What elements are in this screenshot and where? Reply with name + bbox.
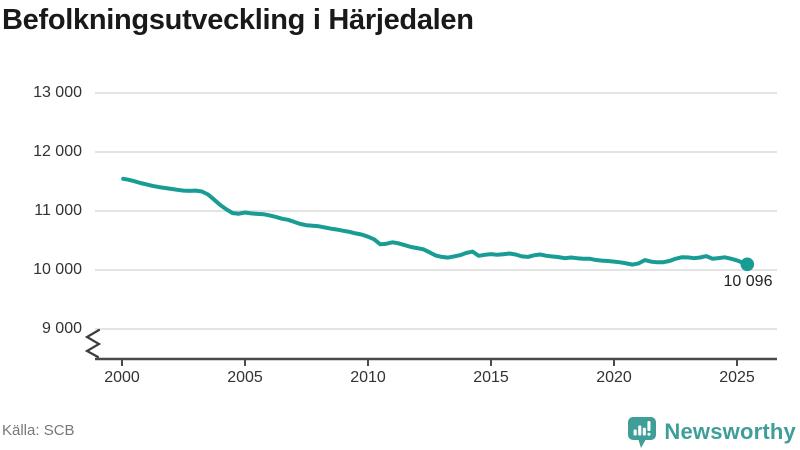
y-tick-label-9000: 9 000 (41, 320, 82, 337)
latest-value-label: 10 096 (723, 273, 773, 290)
source-caption: Källa: SCB (2, 422, 75, 439)
y-tick-label-12000: 12 000 (33, 143, 82, 160)
latest-value-dot (740, 257, 755, 272)
x-tick-label-2000: 2000 (104, 369, 140, 386)
x-tick-label-2025: 2025 (719, 369, 755, 386)
x-tick-label-2005: 2005 (227, 369, 263, 386)
newsworthy-logo: Newsworthy (628, 416, 796, 448)
axis-break-icon (84, 328, 102, 359)
y-tick-label-13000: 13 000 (33, 84, 82, 101)
newsworthy-wordmark: Newsworthy (664, 419, 796, 444)
x-tick-label-2020: 2020 (596, 369, 632, 386)
newsworthy-icon (628, 416, 657, 448)
chart-title: Befolkningsutveckling i Härjedalen (2, 4, 474, 36)
y-tick-label-11000: 11 000 (34, 202, 82, 219)
y-tick-label-10000: 10 000 (33, 261, 82, 278)
x-tick-label-2015: 2015 (473, 369, 509, 386)
x-tick-label-2010: 2010 (350, 369, 386, 386)
population-line (121, 176, 750, 267)
